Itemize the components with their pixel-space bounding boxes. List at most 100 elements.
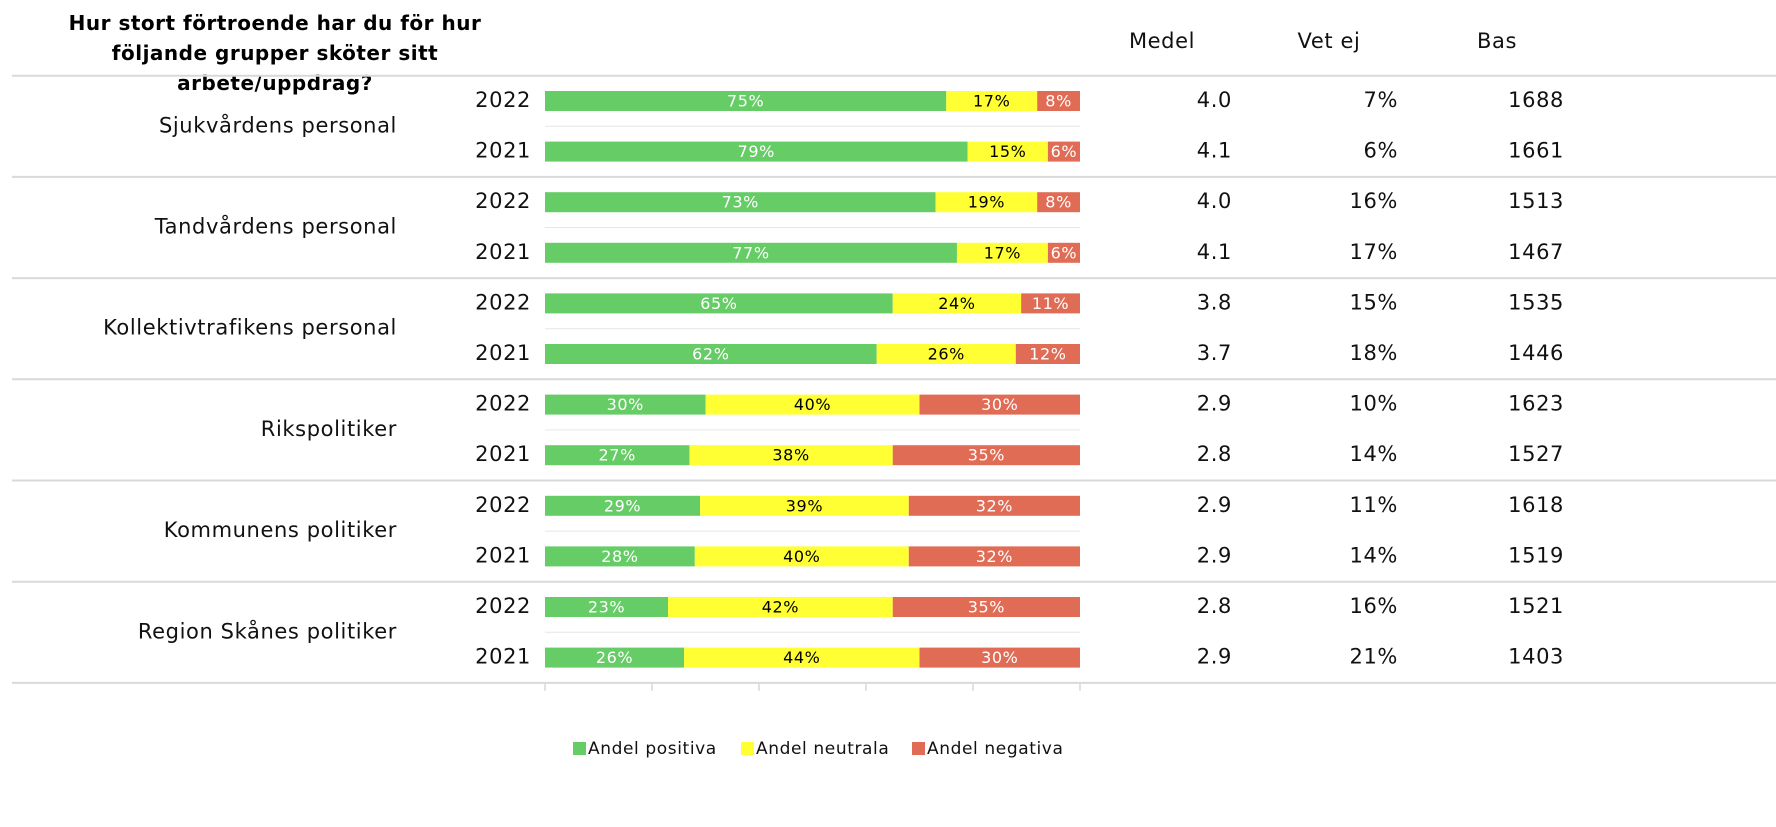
table-cell: 6% [1363, 139, 1398, 163]
year-label: 2022 [475, 493, 531, 517]
year-label: 2021 [475, 645, 531, 669]
value-label: 38% [772, 446, 809, 465]
group-label: Kommunens politiker [164, 518, 397, 542]
value-label: 79% [738, 142, 775, 161]
bar-segment [545, 141, 968, 162]
value-label: 23% [588, 598, 625, 617]
bar-segment [1015, 344, 1080, 364]
legend-label: Andel negativa [927, 739, 1064, 759]
legend-swatch [741, 742, 754, 755]
bar-segment [946, 91, 1038, 111]
chart-title: Hur stort förtroende har du för hur följ… [68, 11, 482, 95]
table-cell: 1513 [1508, 189, 1564, 213]
table-cell: 16% [1350, 189, 1398, 213]
bar-segment [892, 293, 1022, 314]
table-cell: 1661 [1508, 139, 1564, 163]
value-label: 26% [596, 648, 633, 667]
value-label: 8% [1045, 193, 1072, 212]
value-label: 11% [1032, 294, 1069, 313]
year-label: 2022 [475, 290, 531, 314]
value-label: 15% [989, 142, 1026, 161]
bar-segment [705, 394, 920, 415]
bar-segment [545, 647, 685, 668]
table-cell: 14% [1350, 442, 1398, 466]
value-label: 24% [938, 294, 975, 313]
bar-segment [908, 546, 1080, 567]
value-label: 30% [981, 395, 1018, 414]
bar-segment [668, 597, 893, 617]
value-label: 77% [732, 243, 769, 262]
bar-segment [1037, 91, 1080, 111]
bar-segment [1047, 141, 1080, 162]
table-cell: 1618 [1508, 493, 1564, 517]
bar-segment [545, 91, 947, 111]
value-label: 6% [1051, 243, 1078, 262]
legend-label: Andel positiva [588, 739, 717, 759]
group-label: Tandvårdens personal [154, 214, 397, 239]
table-cell: 2.9 [1197, 493, 1232, 517]
bar-segment [545, 293, 893, 314]
bar-segment [956, 242, 1048, 263]
table-cell: 18% [1350, 341, 1398, 365]
table-cell: 1446 [1508, 341, 1564, 365]
table-cell: 2.9 [1197, 645, 1232, 669]
value-label: 32% [976, 496, 1013, 515]
bar-segment [700, 495, 909, 516]
value-label: 35% [968, 446, 1005, 465]
table-cell: 17% [1350, 240, 1398, 264]
year-label: 2022 [475, 594, 531, 618]
value-label: 35% [968, 598, 1005, 617]
bar-segment [876, 344, 1016, 364]
bar-segment [1037, 192, 1080, 213]
bar-segment [935, 192, 1038, 213]
value-label: 44% [783, 648, 820, 667]
value-label: 65% [700, 294, 737, 313]
bar-segment [545, 394, 706, 415]
bar-segment [892, 597, 1080, 617]
year-label: 2022 [475, 392, 531, 416]
bar-segment [919, 394, 1080, 415]
value-label: 29% [604, 496, 641, 515]
table-cell: 4.0 [1197, 88, 1232, 112]
table-cell: 21% [1350, 645, 1398, 669]
value-label: 42% [762, 598, 799, 617]
value-label: 6% [1051, 142, 1078, 161]
table-cell: 15% [1350, 290, 1398, 314]
value-label: 62% [692, 345, 729, 364]
year-label: 2022 [475, 189, 531, 213]
group-label: Rikspolitiker [261, 417, 397, 441]
table-cell: 14% [1350, 543, 1398, 567]
table-cell: 1527 [1508, 442, 1564, 466]
table-cell: 16% [1350, 594, 1398, 618]
value-label: 40% [794, 395, 831, 414]
table-cell: 1467 [1508, 240, 1564, 264]
bar-segment [892, 445, 1080, 466]
value-label: 73% [722, 193, 759, 212]
year-label: 2021 [475, 543, 531, 567]
value-label: 17% [973, 92, 1010, 111]
table-cell: 2.8 [1197, 442, 1232, 466]
bar-segment [545, 192, 936, 213]
year-label: 2022 [475, 88, 531, 112]
table-cell: 2.8 [1197, 594, 1232, 618]
year-label: 2021 [475, 341, 531, 365]
legend-swatch [912, 742, 925, 755]
bar-segment [908, 495, 1080, 516]
bar-segment [545, 546, 695, 567]
value-label: 19% [968, 193, 1005, 212]
table-cell: 1519 [1508, 543, 1564, 567]
value-label: 39% [786, 496, 823, 515]
table-cell: 3.8 [1197, 290, 1232, 314]
group-label: Kollektivtrafikens personal [103, 316, 397, 340]
group-label: Sjukvårdens personal [159, 112, 397, 137]
table-cell: 1521 [1508, 594, 1564, 618]
value-label: 26% [928, 345, 965, 364]
legend-label: Andel neutrala [756, 739, 889, 759]
bar-segment [1047, 242, 1080, 263]
table-cell: 4.0 [1197, 189, 1232, 213]
year-label: 2021 [475, 442, 531, 466]
column-header: Bas [1477, 29, 1517, 53]
year-label: 2021 [475, 240, 531, 264]
